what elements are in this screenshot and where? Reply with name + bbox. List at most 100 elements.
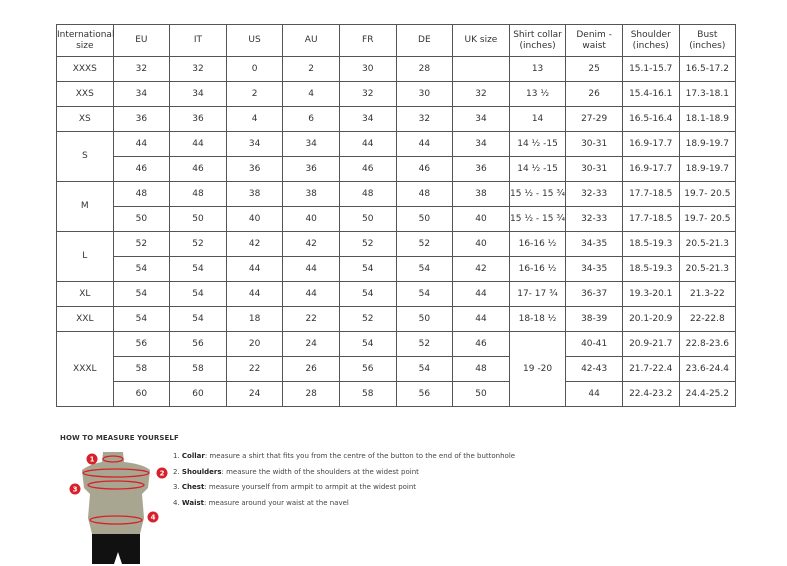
table-cell: 46 [452, 331, 510, 357]
step-collar: 1. Collar: measure a shirt that fits you… [173, 452, 516, 460]
table-cell: 50 [112, 206, 171, 232]
table-row: XXXS 32 32 0 2 30 28 13 25 15.1-15.7 16.5-17.2 [56, 56, 737, 82]
marker-3: 3 [73, 486, 78, 494]
table-cell: 20.5-21.3 [678, 231, 737, 257]
table-cell: 54 [112, 256, 171, 282]
table-cell: 54 [395, 281, 454, 307]
step-chest: 3. Chest: measure yourself from armpit t… [173, 483, 417, 491]
table-cell: 54 [395, 256, 454, 282]
table-cell: 44 [452, 306, 510, 332]
table-cell: 32 [452, 81, 510, 107]
column-header: Bust (inches) [678, 24, 737, 57]
marker-icons [69, 453, 168, 523]
table-cell: 54 [169, 281, 227, 307]
table-cell: 17.7-18.5 [621, 206, 680, 232]
table-cell: 36 [282, 156, 340, 182]
table-cell: 15 ½ - 15 ¾ [508, 181, 567, 207]
table-row: M 48 48 38 38 48 48 38 15 ½ - 15 ¾ 32-33 17.7-18.5… [56, 181, 737, 232]
table-cell: 4 [282, 81, 340, 107]
table-cell: 30 [338, 56, 397, 82]
table-cell: 18 [225, 306, 284, 332]
table-cell: 22-22.8 [678, 306, 737, 332]
table-cell: 32 [112, 56, 171, 82]
table-cell: 52 [338, 231, 397, 257]
table-cell: 50 [452, 381, 510, 407]
table-cell: 26 [282, 356, 340, 382]
column-header: Denim - waist [565, 24, 623, 57]
table-cell: 17.7-18.5 [621, 181, 680, 207]
table-cell: 21.7-22.4 [621, 356, 680, 382]
table-cell: 56 [169, 331, 227, 357]
size-label: XS [56, 106, 114, 132]
table-cell: 54 [112, 306, 171, 332]
table-cell: 40 [452, 231, 510, 257]
table-cell: 27-29 [565, 106, 623, 132]
table-cell: 18.1-18.9 [678, 106, 737, 132]
table-cell: 14 [508, 106, 567, 132]
column-header: IT [169, 24, 227, 57]
table-cell: 32 [395, 106, 454, 132]
table-cell: 20.9-21.7 [621, 331, 680, 357]
table-row: 60 60 24 28 58 56 50 44 22.4-23.2 24.4-25.2 [57, 381, 737, 407]
table-cell: 16.9-17.7 [621, 156, 680, 182]
table-cell: 22 [282, 306, 340, 332]
torso-measure-illustration: 1 2 3 4 [69, 452, 168, 564]
column-header: FR [338, 24, 397, 57]
table-cell: 32-33 [565, 206, 623, 232]
column-header: UK size [452, 24, 510, 57]
table-cell: 38-39 [565, 306, 623, 332]
header-row: International size EU IT US AU FR DE UK size Shi… [56, 24, 737, 57]
marker-1: 1 [90, 456, 95, 464]
table-cell: 34 [452, 131, 510, 157]
measure-guide-title: HOW TO MEASURE YOURSELF [60, 434, 179, 442]
table-cell: 16.5-17.2 [678, 56, 737, 82]
table-row: L 52 52 42 42 52 52 40 16-16 ½ 34-35 18.5-19.3 20.5… [56, 231, 737, 282]
table-cell: 17.3-18.1 [678, 81, 737, 107]
table-cell: 34 [452, 106, 510, 132]
table-cell: 38 [282, 181, 340, 207]
table-cell: 54 [395, 356, 454, 382]
table-cell: 18.5-19.3 [621, 256, 680, 282]
step-waist: 4. Waist: measure around your waist at t… [173, 498, 349, 507]
table-cell: 18.5-19.3 [621, 231, 680, 257]
table-cell: 56 [112, 331, 171, 357]
table-cell: 54 [112, 281, 171, 307]
table-cell: 34-35 [565, 256, 623, 282]
column-header: US [225, 24, 284, 57]
table-cell: 30-31 [565, 156, 623, 182]
table-cell: 19.7- 20.5 [678, 206, 737, 232]
table-cell: 54 [169, 256, 227, 282]
table-cell: 28 [282, 381, 340, 407]
table-cell: 54 [338, 256, 397, 282]
table-cell: 6 [282, 106, 340, 132]
table-cell: 0 [225, 56, 284, 82]
table-cell: 14 ½ -15 [508, 156, 567, 182]
table-cell: 16.5-16.4 [621, 106, 680, 132]
table-cell [452, 56, 510, 82]
table-cell: 40 [282, 206, 340, 232]
table-cell: 52 [395, 331, 454, 357]
table-cell: 2 [282, 56, 340, 82]
table-cell: 30-31 [565, 131, 623, 157]
table-cell: 60 [169, 381, 227, 407]
table-cell: 38 [452, 181, 510, 207]
table-cell: 42 [225, 231, 284, 257]
table-cell: 50 [395, 306, 454, 332]
column-header: EU [112, 24, 171, 57]
table-cell: 32 [169, 56, 227, 82]
table-cell: 58 [112, 356, 171, 382]
column-header: AU [282, 24, 340, 57]
table-cell: 32 [338, 81, 397, 107]
step-shoulders: 2. Shoulders: measure the width of the s… [173, 467, 419, 476]
table-cell: 50 [169, 206, 227, 232]
table-cell: 52 [395, 231, 454, 257]
table-cell: 54 [338, 281, 397, 307]
table-cell: 22.8-23.6 [678, 331, 737, 357]
table-cell: 48 [169, 181, 227, 207]
table-cell: 32-33 [565, 181, 623, 207]
table-cell: 42 [282, 231, 340, 257]
table-cell: 44 [282, 256, 340, 282]
table-cell: 60 [112, 381, 171, 407]
table-row: XS 36 36 4 6 34 32 34 14 27-29 16.5-16.4 18.1-18.9 [56, 106, 737, 132]
measure-steps-list: 1. Collar: measure a shirt that fits you… [173, 452, 515, 514]
